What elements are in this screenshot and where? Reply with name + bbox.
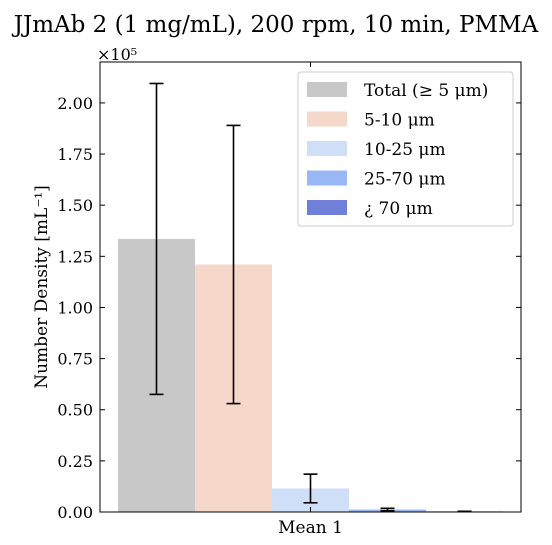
y-tick-label: 1.50 (57, 196, 93, 215)
error-bars-group (149, 82, 472, 513)
y-tick-label: 0.00 (57, 503, 93, 522)
x-tick-label: Mean 1 (278, 518, 343, 538)
error-bar-3 (303, 473, 318, 504)
error-bar-2 (226, 124, 241, 405)
legend: Total (≥ 5 μm) 5-10 μm 10-25 μm 25-70 μm ¿ 7… (297, 71, 514, 227)
legend-swatch (307, 200, 347, 215)
y-tick-label: 1.25 (57, 247, 93, 266)
legend-swatch (307, 111, 347, 127)
y-axis-label: Number Density [mL⁻¹] (32, 185, 52, 389)
legend-item: 10-25 μm (307, 140, 446, 160)
legend-swatch (307, 170, 347, 186)
error-bar-1 (149, 82, 164, 396)
y-scale-factor: ×10⁵ (97, 45, 137, 64)
legend-item: Total (≥ 5 μm) (307, 81, 488, 101)
y-tick-label: 0.75 (57, 350, 93, 369)
legend-item: 5-10 μm (307, 111, 435, 131)
chart-title: JJmAb 2 (1 mg/mL), 200 rpm, 10 min, PMMA (12, 12, 539, 38)
legend-label: 25-70 μm (364, 170, 446, 190)
legend-swatch (307, 141, 347, 156)
y-axis-ticks: 0.00 0.25 0.50 0.75 1.00 1.25 1.50 1.75 2.00 (57, 94, 521, 522)
legend-label: 10-25 μm (364, 140, 446, 160)
y-tick-label: 0.50 (57, 401, 93, 420)
y-tick-label: 2.00 (57, 94, 93, 113)
legend-item: 25-70 μm (307, 170, 446, 190)
legend-frame (297, 71, 514, 227)
bars-group (118, 238, 503, 512)
y-tick-label: 1.75 (57, 145, 93, 164)
legend-label: 5-10 μm (364, 111, 435, 131)
x-axis-ticks: Mean 1 (278, 62, 343, 538)
legend-label: Total (≥ 5 μm) (364, 81, 488, 101)
y-tick-label: 1.00 (57, 298, 93, 317)
legend-label: ¿ 70 μm (364, 199, 433, 219)
y-tick-label: 0.25 (57, 452, 93, 471)
legend-item: ¿ 70 μm (307, 199, 433, 219)
legend-swatch (307, 82, 347, 97)
error-bar-4 (380, 507, 395, 512)
